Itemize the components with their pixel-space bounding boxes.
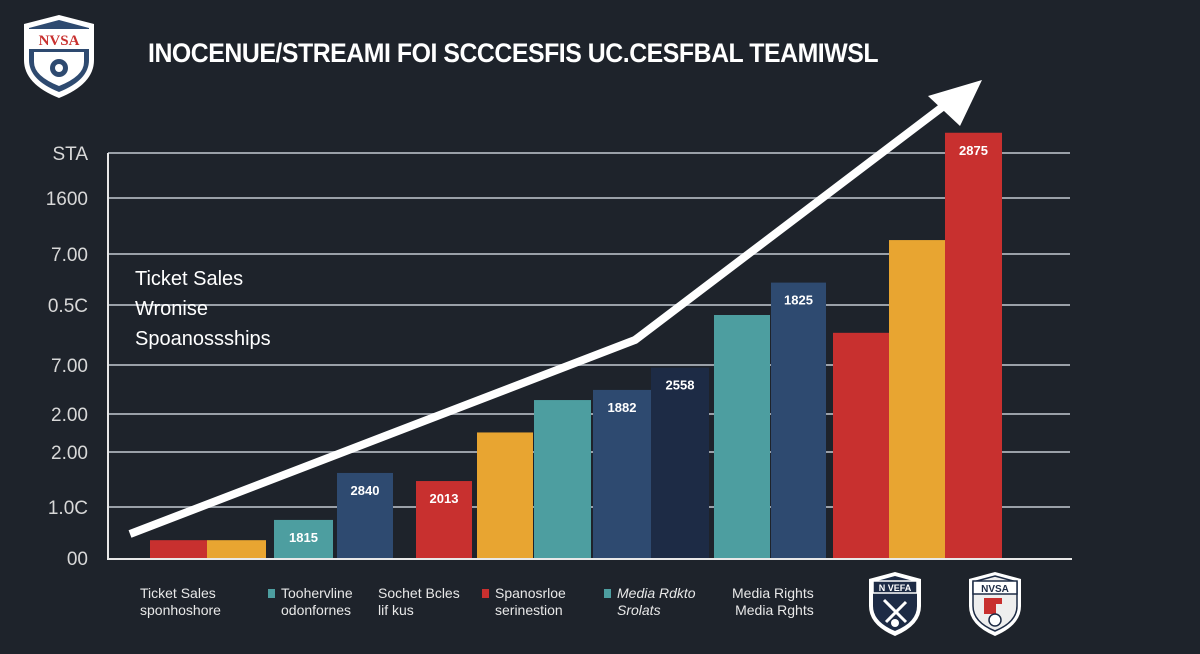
y-tick-label: 1.0C (48, 498, 88, 519)
legend-label: Media Rghts (735, 602, 814, 618)
footer-logo-nvefa: N VEFA (869, 572, 921, 636)
bar (150, 540, 207, 558)
bar (714, 315, 770, 558)
legend-swatch (604, 589, 611, 598)
bar (207, 540, 266, 558)
legend-label: Spanosrloe (495, 585, 566, 601)
bar (534, 400, 591, 558)
bar (337, 472, 393, 558)
legend-item: Media Rights Media Rghts (732, 585, 814, 619)
annotation-line: Spoanossships (135, 328, 271, 350)
annotation-line: Wronise (135, 298, 208, 320)
bar (945, 132, 1002, 558)
footer-logo-text: N VEFA (879, 583, 912, 593)
legend-label: odonfornes (281, 602, 352, 618)
legend-label: lif kus (378, 602, 414, 618)
legend-item: Media Rdkto Srolats (604, 585, 696, 619)
y-tick-label: 0.5C (48, 296, 88, 317)
bar-value-label: 1815 (289, 530, 318, 545)
bar-value-label: 2840 (351, 483, 380, 498)
bar (889, 240, 945, 558)
bar-value-label: 2013 (430, 491, 459, 506)
legend-swatch (482, 589, 489, 598)
y-tick-label: 1600 (46, 189, 88, 210)
bar-value-label: 1882 (608, 400, 637, 415)
trend-arrow-line (128, 101, 948, 538)
crossed-arrow-icon (882, 598, 908, 624)
annotation-line: Ticket Sales (135, 268, 244, 290)
legend-item: Sochet Bcles lif kus (378, 585, 460, 619)
legend-label: serinestion (495, 602, 563, 618)
legend-label: Ticket Sales (140, 585, 216, 601)
trend-arrow-head-icon (928, 80, 982, 126)
bar-value-label: 1825 (784, 293, 813, 308)
legend-label: sponhoshore (140, 602, 221, 618)
legend-label: Sochet Bcles (378, 585, 460, 601)
legend-item: Toohervline odonfornes (268, 585, 353, 619)
top-logo-text: NVSA (39, 33, 80, 49)
y-tick-label: 2.00 (51, 443, 88, 464)
legend-label: Toohervline (281, 585, 353, 601)
legend-item: Ticket Sales sponhoshore (140, 585, 221, 619)
y-tick-label: 7.00 (51, 356, 88, 377)
legend-item: Spanosrloe serinestion (482, 585, 566, 619)
bar (416, 481, 472, 558)
bar (651, 367, 709, 558)
legend-label: Media Rights (732, 585, 814, 601)
footer-logo-nvsa: NVSA (969, 572, 1021, 636)
y-tick-label: STA (52, 144, 88, 165)
chart-title: INOCENUE/STREAMI FOI SCCCESFIS UC.CESFBA… (148, 38, 879, 68)
y-tick-label: 2.00 (51, 405, 88, 426)
legend-label: Media Rdkto (617, 585, 696, 601)
bar-value-label: 2875 (959, 143, 988, 158)
bar (771, 282, 826, 558)
bar (274, 519, 333, 558)
legend-label: Srolats (617, 602, 661, 618)
legend-swatch (268, 589, 275, 598)
footer-logo-text: NVSA (981, 584, 1009, 595)
y-tick-label: 00 (67, 549, 88, 570)
soccer-ball-icon (988, 613, 1002, 627)
bar (593, 389, 651, 558)
bar-value-label: 2558 (666, 378, 695, 393)
bar (833, 332, 889, 558)
top-logo: NVSA (24, 15, 94, 98)
bar (477, 432, 533, 558)
y-tick-label: 7.00 (51, 245, 88, 266)
